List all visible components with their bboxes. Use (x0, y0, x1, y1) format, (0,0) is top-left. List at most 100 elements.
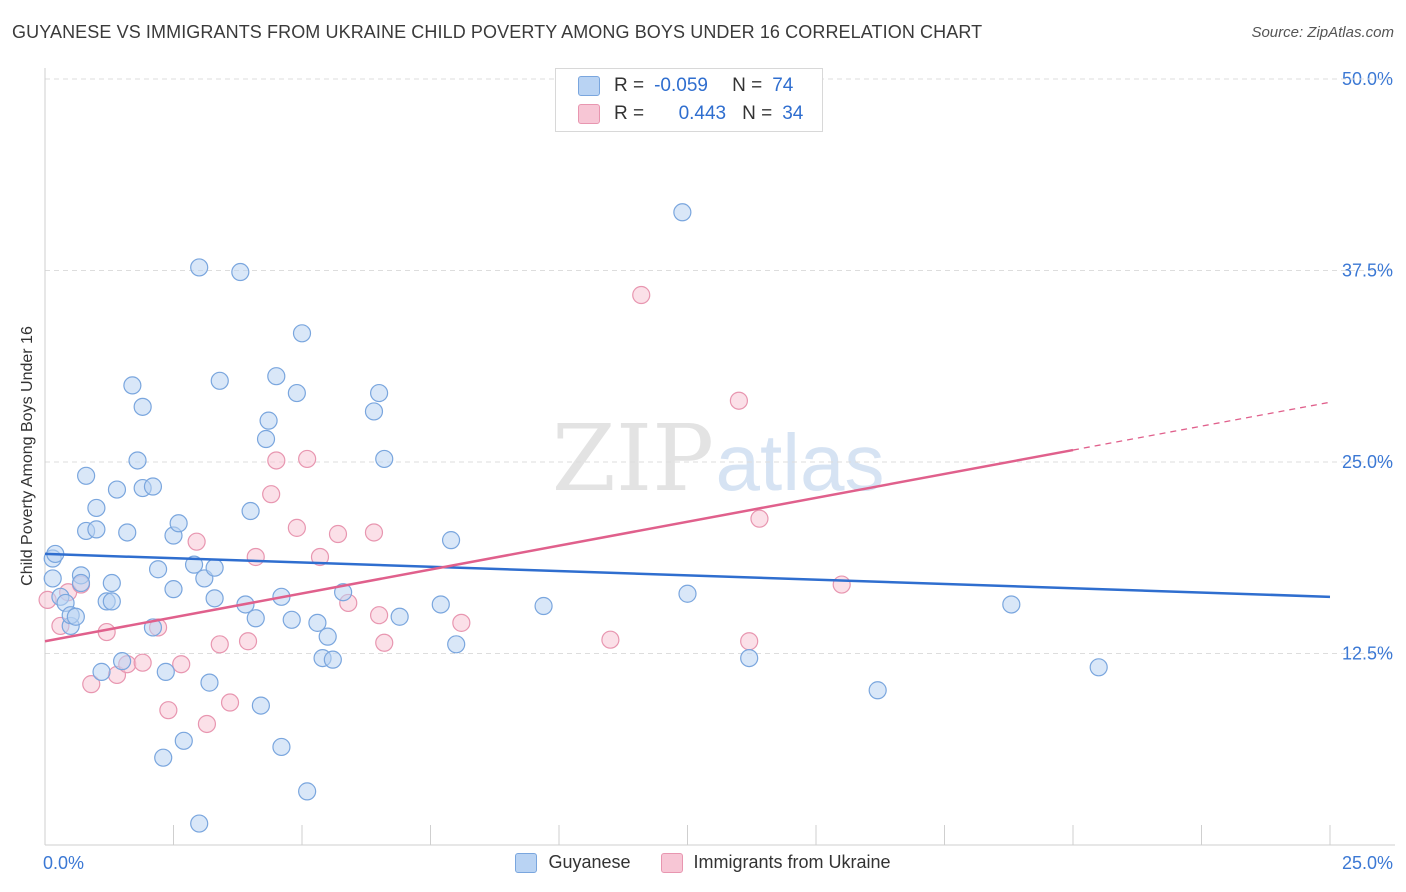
ukraine-trendline (44, 448, 1074, 643)
guyanese-point (292, 324, 312, 343)
series-swatch-blue (515, 852, 538, 873)
guyanese-point (205, 558, 224, 577)
guyanese-point (43, 569, 62, 588)
guyanese-trendline (44, 552, 1331, 599)
y-tick-label: 12.5% (1342, 644, 1393, 664)
ukraine-point (82, 675, 101, 694)
ukraine-point (159, 701, 178, 720)
chart-title: GUYANESE VS IMMIGRANTS FROM UKRAINE CHIL… (12, 22, 983, 42)
guyanese-point (673, 203, 692, 222)
y-tick-label: 37.5% (1342, 261, 1393, 281)
ukraine-point (452, 613, 471, 632)
guyanese-point (256, 429, 276, 449)
guyanese-point (87, 520, 106, 539)
guyanese-point (370, 383, 389, 403)
guyanese-point (678, 584, 697, 603)
guyanese-point (190, 258, 209, 277)
x-tick-label: 0.0% (43, 853, 84, 873)
ukraine-point (262, 485, 281, 504)
guyanese-point (112, 652, 132, 671)
legend-r-value: 0.443 (678, 103, 727, 124)
ukraine-point (220, 693, 240, 712)
guyanese-point (66, 607, 85, 626)
guyanese-point (441, 531, 461, 550)
ukraine-point (287, 518, 306, 537)
ukraine-point (310, 547, 330, 567)
series-legend: Guyanese Immigrants from Ukraine (0, 852, 1406, 873)
guyanese-point (308, 613, 327, 632)
guyanese-point (154, 748, 173, 767)
ukraine-point (187, 532, 206, 551)
guyanese-point (156, 662, 175, 681)
ukraine-trendline-extension (1072, 401, 1331, 451)
guyanese-point (431, 595, 450, 614)
guyanese-point (1089, 658, 1108, 677)
guyanese-point (334, 583, 353, 602)
legend-r-value: -0.059 (654, 75, 708, 96)
guyanese-point (143, 477, 163, 496)
guyanese-point (323, 650, 342, 669)
guyanese-point (77, 466, 96, 485)
guyanese-point (267, 367, 286, 386)
series-legend-guyanese: Guyanese (515, 852, 631, 873)
legend-r-label: R = (614, 75, 645, 96)
ukraine-point (750, 509, 769, 528)
guyanese-point (200, 673, 219, 692)
ukraine-point (740, 632, 759, 651)
ukraine-point (267, 451, 286, 470)
y-tick-label: 50.0% (1342, 69, 1393, 89)
guyanese-point (318, 627, 337, 646)
guyanese-point (534, 596, 553, 616)
ukraine-point (832, 575, 851, 594)
watermark-zip: ZIP (552, 405, 714, 512)
correlation-legend: R = -0.059 N = 74 R = 0.443 N = 34 (555, 68, 823, 132)
guyanese-point (390, 607, 409, 626)
guyanese-point (174, 731, 193, 750)
legend-n-value: 74 (772, 75, 794, 96)
legend-n-label: N = (732, 75, 763, 96)
ukraine-point (210, 635, 229, 654)
guyanese-point (1002, 595, 1021, 614)
source-label: Source: ZipAtlas.com (1251, 24, 1394, 41)
guyanese-point (148, 560, 168, 579)
guyanese-point (164, 580, 183, 599)
guyanese-point (375, 449, 394, 469)
ukraine-point (133, 653, 152, 672)
guyanese-point (190, 814, 209, 833)
x-tick-label: 25.0% (1342, 853, 1393, 873)
guyanese-point (447, 635, 466, 654)
guyanese-point (282, 610, 301, 629)
ukraine-point (364, 523, 384, 542)
guyanese-point (241, 501, 260, 521)
guyanese-point (272, 737, 291, 757)
guyanese-point (102, 573, 121, 593)
guyanese-point (231, 262, 250, 282)
guyanese-point (210, 371, 229, 390)
y-tick-label: 25.0% (1342, 452, 1393, 472)
guyanese-point (169, 514, 188, 533)
legend-row-ukraine: R = 0.443 N = 34 (578, 102, 803, 126)
ukraine-point (197, 714, 217, 734)
ukraine-point (729, 391, 749, 410)
series-legend-ukraine: Immigrants from Ukraine (660, 852, 891, 873)
legend-n-label: N = (742, 103, 773, 124)
ukraine-point (328, 524, 348, 544)
guyanese-point (298, 782, 317, 801)
series-name-ukraine: Immigrants from Ukraine (693, 852, 891, 872)
guyanese-point (740, 648, 759, 668)
ukraine-point (370, 606, 389, 625)
guyanese-point (184, 555, 204, 574)
guyanese-point (251, 696, 270, 715)
legend-r-label: R = (614, 103, 645, 124)
guyanese-point (87, 498, 106, 518)
ukraine-point (601, 630, 620, 649)
guyanese-point (92, 662, 111, 681)
guyanese-point (259, 411, 278, 430)
guyanese-point (102, 592, 121, 611)
ukraine-point (298, 449, 317, 469)
series-swatch-pink (660, 852, 683, 873)
ukraine-point (238, 632, 258, 651)
ukraine-point (246, 547, 265, 567)
guyanese-point (287, 383, 306, 403)
